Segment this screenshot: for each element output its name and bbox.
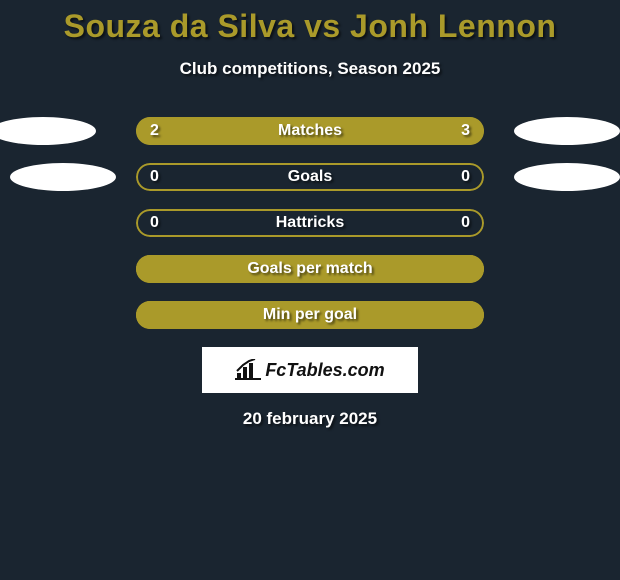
footer-date: 20 february 2025 — [0, 409, 620, 429]
spacer — [0, 255, 106, 283]
stat-bar: Matches2 3 — [136, 117, 484, 145]
spacer — [0, 301, 106, 329]
stat-row: Matches2 3 — [0, 117, 620, 145]
stat-row: Min per goal — [0, 301, 620, 329]
spacer — [514, 209, 620, 237]
bar-value-right: 3 — [461, 117, 470, 145]
stats-bars: Matches23Goals00Hattricks00Goals per mat… — [0, 117, 620, 329]
left-player-marker — [10, 163, 116, 191]
bar-label: Goals per match — [136, 255, 484, 283]
bar-value-right: 0 — [461, 209, 470, 237]
bar-value-left: 0 — [150, 209, 159, 237]
bar-label: Hattricks — [136, 209, 484, 237]
right-player-marker — [514, 163, 620, 191]
fctables-logo: FcTables.com — [202, 347, 418, 393]
bar-label: Goals — [136, 163, 484, 191]
spacer — [514, 255, 620, 283]
comparison-infographic: Souza da Silva vs Jonh Lennon Club compe… — [0, 0, 620, 580]
stat-bar: Min per goal — [136, 301, 484, 329]
bar-label: Matches — [136, 117, 484, 145]
bar-value-left: 0 — [150, 163, 159, 191]
bar-value-right: 0 — [461, 163, 470, 191]
bar-value-left: 2 — [150, 117, 159, 145]
subtitle: Club competitions, Season 2025 — [0, 59, 620, 79]
right-player-marker — [514, 117, 620, 145]
spacer — [514, 301, 620, 329]
logo-text: FcTables.com — [265, 360, 384, 381]
stat-row: Hattricks0 0 — [0, 209, 620, 237]
spacer — [0, 209, 106, 237]
stat-row: Goals0 0 — [0, 163, 620, 191]
page-title: Souza da Silva vs Jonh Lennon — [0, 0, 620, 45]
stat-row: Goals per match — [0, 255, 620, 283]
bar-label: Min per goal — [136, 301, 484, 329]
left-player-marker — [0, 117, 96, 145]
stat-bar: Goals0 0 — [136, 163, 484, 191]
stat-bar: Goals per match — [136, 255, 484, 283]
stat-bar: Hattricks0 0 — [136, 209, 484, 237]
bar-chart-icon — [235, 359, 261, 381]
